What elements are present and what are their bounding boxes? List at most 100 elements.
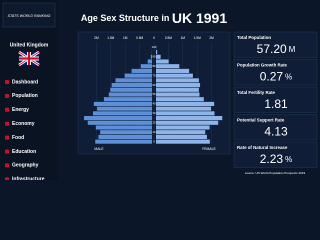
chart-title: Age Sex Structure in UK 1991 bbox=[81, 10, 228, 26]
x-tick-label: 2M bbox=[94, 36, 99, 40]
title-text: Age Sex Structure in bbox=[81, 13, 172, 23]
menu-item[interactable]: Food bbox=[12, 135, 24, 141]
female-bar bbox=[156, 125, 210, 130]
age-label: 40 bbox=[152, 102, 156, 106]
male-bar bbox=[147, 59, 152, 64]
age-label: 80 bbox=[152, 64, 156, 68]
female-bar bbox=[156, 54, 161, 59]
male-bar bbox=[150, 54, 152, 59]
stat-value: 1.81 bbox=[264, 97, 288, 111]
x-tick-label: 2M bbox=[209, 36, 214, 40]
menu-icon bbox=[5, 135, 9, 140]
x-tick-label: 0 bbox=[153, 36, 155, 40]
logo: STATS WORLD RANKING bbox=[8, 14, 51, 18]
male-bar bbox=[131, 68, 152, 73]
stat-card bbox=[233, 31, 318, 58]
female-bar bbox=[156, 92, 200, 97]
x-tick-label: 1M bbox=[123, 36, 128, 40]
age-label: 100 bbox=[152, 45, 157, 49]
menu-icon bbox=[5, 107, 9, 112]
stat-label: Total Fertility Rate bbox=[237, 90, 276, 95]
logo-box bbox=[2, 2, 56, 28]
male-bar bbox=[124, 73, 152, 78]
stat-label: Potential Support Rate bbox=[237, 118, 285, 123]
male-bar bbox=[84, 116, 152, 121]
male-bar bbox=[95, 125, 152, 130]
age-label: 20 bbox=[152, 121, 156, 125]
female-bar bbox=[156, 120, 219, 125]
age-label: 90 bbox=[152, 55, 156, 59]
male-bar bbox=[100, 130, 152, 135]
male-bar bbox=[93, 101, 152, 106]
female-bar bbox=[156, 64, 180, 69]
menu-item[interactable]: Population bbox=[12, 93, 38, 99]
female-bar bbox=[156, 101, 215, 106]
x-tick-label: 0.5M bbox=[136, 36, 143, 40]
age-label: 60 bbox=[152, 83, 156, 87]
stat-value: 4.13 bbox=[264, 125, 288, 139]
menu-icon bbox=[5, 93, 9, 98]
menu-item[interactable]: Geography bbox=[12, 163, 39, 169]
female-bar bbox=[156, 83, 201, 88]
stat-label: Rate of Natural Increase bbox=[237, 145, 288, 150]
menu-item[interactable]: Economy bbox=[12, 121, 35, 127]
stat-card bbox=[233, 59, 318, 86]
female-bar bbox=[156, 106, 212, 111]
x-tick-label: 1.5M bbox=[107, 36, 114, 40]
stat-value-group: 0.27% bbox=[260, 70, 292, 84]
female-bar bbox=[156, 87, 199, 92]
x-tick-label: 1M bbox=[181, 36, 186, 40]
x-tick-label: 1.5M bbox=[194, 36, 201, 40]
age-label: 10 bbox=[152, 130, 156, 134]
female-bar bbox=[156, 78, 199, 83]
age-label: 30 bbox=[152, 111, 156, 115]
male-bar bbox=[95, 139, 152, 144]
male-bar bbox=[140, 64, 152, 69]
menu-item[interactable]: Energy bbox=[12, 107, 29, 113]
source: source: UN World Population Prospects 20… bbox=[245, 171, 306, 175]
menu-item[interactable]: Education bbox=[12, 149, 36, 155]
female-bar bbox=[156, 116, 223, 121]
menu-icon bbox=[5, 80, 9, 84]
female-bar bbox=[156, 134, 207, 139]
stat-value-group: 57.20 M bbox=[257, 42, 296, 56]
age-label: 70 bbox=[152, 73, 156, 77]
male-bar bbox=[87, 120, 152, 125]
female-bar bbox=[156, 97, 204, 102]
flag bbox=[18, 50, 40, 67]
stat-card bbox=[233, 114, 318, 141]
stat-unit: % bbox=[285, 73, 292, 82]
male-bar bbox=[110, 87, 152, 92]
menu-item[interactable]: Dashboard bbox=[12, 79, 38, 85]
female-bar bbox=[156, 68, 190, 73]
menu-icon bbox=[5, 177, 9, 182]
female-bar bbox=[156, 59, 169, 64]
title-highlight: UK 1991 bbox=[172, 10, 227, 26]
female-bar bbox=[156, 139, 210, 144]
series-label: MALE bbox=[94, 147, 104, 151]
stat-unit: % bbox=[285, 155, 292, 164]
age-label: 0 bbox=[153, 139, 155, 143]
stat-value: 2.23 bbox=[260, 152, 284, 166]
page: STATS WORLD RANKING United Kingdom Age S… bbox=[2, 2, 318, 183]
male-bar bbox=[103, 97, 152, 102]
stat-label: Total Population bbox=[237, 35, 271, 40]
stat-card bbox=[233, 86, 318, 113]
female-bar bbox=[156, 111, 215, 116]
male-bar bbox=[115, 78, 152, 83]
x-tick-label: 0.5M bbox=[165, 36, 172, 40]
stat-value-group: 1.81 bbox=[264, 97, 288, 111]
series-label: FEMALE bbox=[202, 147, 216, 151]
female-bar bbox=[156, 73, 193, 78]
female-bar bbox=[156, 50, 158, 55]
male-bar bbox=[96, 106, 152, 111]
menu-item[interactable]: Infrastructure bbox=[12, 177, 45, 183]
stat-value-group: 4.13 bbox=[264, 125, 288, 139]
menu-icon bbox=[5, 163, 9, 168]
male-bar bbox=[108, 92, 152, 97]
stat-value: 57.20 bbox=[257, 42, 287, 56]
stat-card bbox=[233, 141, 318, 168]
male-bar bbox=[111, 83, 152, 88]
stat-value-group: 2.23% bbox=[260, 152, 292, 166]
menu-icon bbox=[5, 149, 9, 154]
